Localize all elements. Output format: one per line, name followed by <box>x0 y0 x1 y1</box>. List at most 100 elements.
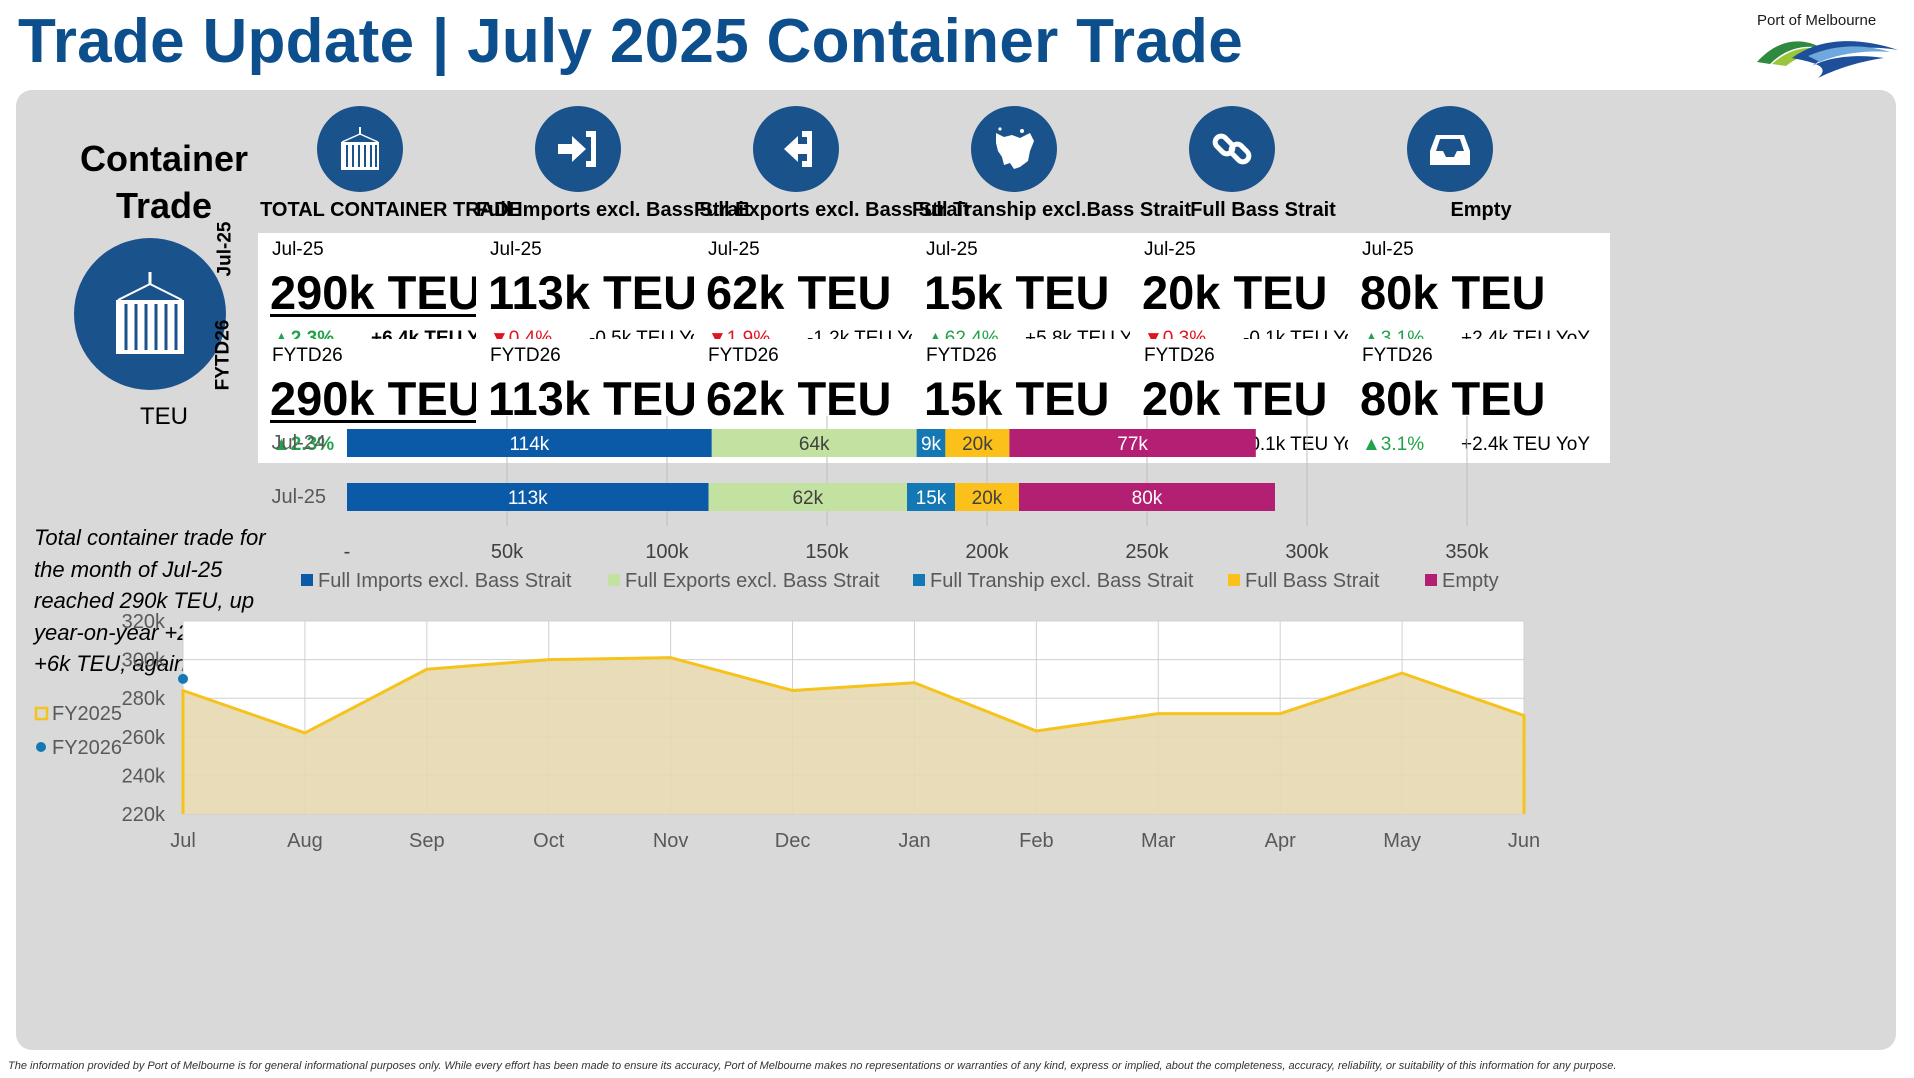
area-y-tick-label: 280k <box>122 688 166 710</box>
charts-canvas: - 50k 100k 150k 200k 250k 300k 350k Jul-24 114k 64… <box>34 416 1540 852</box>
kpi-period: FYTD26 <box>926 345 997 366</box>
area-y-tick-label: 300k <box>122 650 166 672</box>
bar-data-label: 77k <box>1117 434 1148 455</box>
area-x-tick-label: May <box>1383 830 1421 852</box>
inbox-tray-icon <box>1407 106 1493 192</box>
kpi-value: 20k TEU <box>1142 372 1328 425</box>
export-icon <box>753 106 839 192</box>
kpi-heading: Full Tranship excl.Bass Strait <box>912 199 1191 221</box>
kpi-change-pct: ▲3.1% <box>1362 434 1425 455</box>
bar-x-tick-label: 250k <box>1125 541 1169 563</box>
bar-data-label: 20k <box>972 488 1003 509</box>
bar-data-label: 113k <box>508 488 548 509</box>
kpi-period: Jul-25 <box>1362 239 1414 260</box>
kpi-period: FYTD26 <box>1362 345 1433 366</box>
legend-swatch <box>1425 574 1437 586</box>
page-title: Trade Update | July 2025 Container Trade <box>18 7 1243 76</box>
bar-data-label: 15k <box>916 488 947 509</box>
area-x-tick-label: Sep <box>409 830 445 852</box>
area-x-tick-label: Jul <box>170 830 196 852</box>
legend-swatch <box>913 574 925 586</box>
legend-label: Full Bass Strait <box>1245 570 1380 592</box>
legend-swatch <box>301 574 313 586</box>
bar-data-label: 20k <box>962 434 993 455</box>
area-x-tick-label: Oct <box>533 830 565 852</box>
kpi-period: Jul-25 <box>708 239 760 260</box>
bar-category-label: Jul-24 <box>272 432 326 454</box>
bar-x-tick-label: 100k <box>645 541 689 563</box>
fy2025-line <box>181 656 1526 814</box>
area-x-tick-label: Apr <box>1265 830 1296 852</box>
legend-label: FY2026 <box>52 737 122 759</box>
area-y-tick-label: 260k <box>122 727 166 749</box>
kpi-change-abs: -0.1k TEU YoY <box>1243 434 1368 455</box>
kpi-period: FYTD26 <box>490 345 561 366</box>
legend-swatch <box>34 706 49 721</box>
legend-label: Full Imports excl. Bass Strait <box>318 570 572 592</box>
legend-swatch <box>36 742 46 752</box>
kpi-value: 15k TEU <box>924 266 1110 319</box>
area-y-tick-label: 220k <box>122 804 166 826</box>
legend-swatch <box>608 574 620 586</box>
kpi-card-fytd: FYTD26 80k TEU ▲3.1% +2.4k TEU YoY <box>1348 339 1610 463</box>
kpi-value: 20k TEU <box>1142 266 1328 319</box>
kpi-value: 80k TEU <box>1360 372 1546 425</box>
kpi-value: 113k TEU <box>488 372 698 425</box>
container-icon <box>317 106 403 192</box>
bar-segment <box>1019 483 1275 511</box>
unit-label: TEU <box>140 403 188 430</box>
kpi-heading: Full Imports excl. Bass Strait <box>476 199 751 221</box>
bar-x-tick-label: 150k <box>805 541 849 563</box>
area-x-tick-label: Jan <box>898 830 930 852</box>
legend-label: FY2025 <box>52 703 122 725</box>
bar-x-tick-label: 300k <box>1285 541 1329 563</box>
dashboard-panel: Container Trade TEU Jul-25 FYTD26 TOTAL … <box>16 90 1896 1050</box>
bar-segment <box>1009 429 1256 457</box>
kpi-period: Jul-25 <box>490 239 542 260</box>
fy2026-point <box>178 673 188 684</box>
kpi-period: Jul-25 <box>926 239 978 260</box>
legend-swatch <box>1228 574 1240 586</box>
area-x-tick-label: Nov <box>653 830 689 852</box>
section-title: Container Trade <box>79 138 248 226</box>
kpi-heading: TOTAL CONTAINER TRADE <box>260 199 522 221</box>
tasmania-map-icon <box>971 106 1057 192</box>
legend-label: Full Exports excl. Bass Strait <box>625 570 880 592</box>
kpi-period: FYTD26 <box>272 345 343 366</box>
kpi-value: 80k TEU <box>1360 266 1546 319</box>
legend-label: Empty <box>1442 570 1499 592</box>
kpi-period: FYTD26 <box>1144 345 1215 366</box>
summary-text: Total container trade for the month of J… <box>34 525 270 676</box>
bar-data-label: 9k <box>921 434 942 455</box>
port-logo-icon <box>1757 41 1898 78</box>
bar-segment <box>907 483 955 511</box>
container-crane-icon <box>74 238 226 390</box>
area-x-tick-label: Jun <box>1508 830 1540 852</box>
import-icon <box>535 106 621 192</box>
area-y-tick-label: 320k <box>122 611 166 633</box>
bar-segment <box>347 429 712 457</box>
legend-label: Full Tranship excl. Bass Strait <box>930 570 1194 592</box>
chain-link-icon <box>1189 106 1275 192</box>
disclaimer: The information provided by Port of Melb… <box>8 1060 1617 1072</box>
bar-x-tick-label: - <box>344 541 351 563</box>
bar-data-label: 80k <box>1132 488 1163 509</box>
kpi-change-pct: ▲2.3% <box>272 434 335 455</box>
bar-x-tick-label: 350k <box>1445 541 1489 563</box>
fy2025-area <box>183 657 1524 814</box>
bar-category-label: Jul-25 <box>272 486 326 508</box>
kpi-period: Jul-25 <box>272 239 324 260</box>
bar-x-tick-label: 50k <box>491 541 524 563</box>
kpi-value: 290k TEU <box>270 266 482 319</box>
bar-segment <box>708 483 907 511</box>
kpi-period: FYTD26 <box>708 345 779 366</box>
kpi-value: 62k TEU <box>706 266 892 319</box>
kpi-value: 62k TEU <box>706 372 892 425</box>
bar-data-label: 64k <box>799 434 830 455</box>
kpi-change-abs: +2.4k TEU YoY <box>1461 434 1591 455</box>
area-x-tick-label: Aug <box>287 830 323 852</box>
bar-data-label: 114k <box>510 434 550 455</box>
bar-segment <box>945 429 1010 457</box>
kpi-heading: Empty <box>1450 199 1512 221</box>
